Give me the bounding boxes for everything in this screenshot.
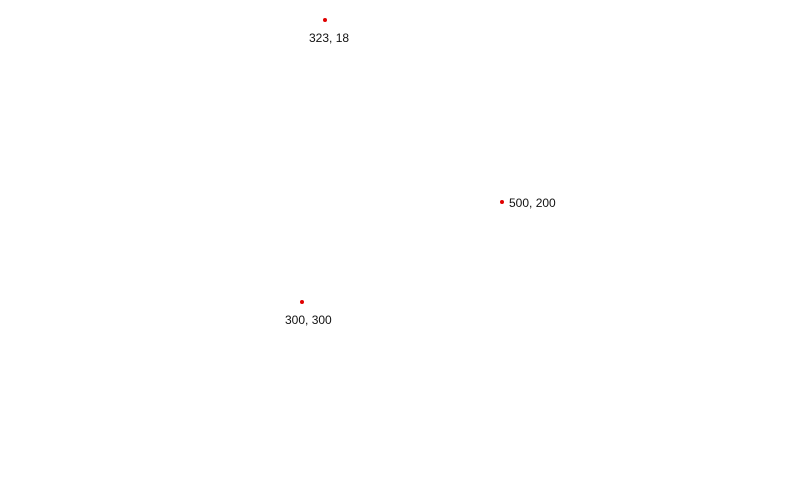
marker-dot (323, 18, 327, 22)
marker-label: 323, 18 (309, 31, 350, 45)
marker-label: 300, 300 (285, 313, 332, 327)
marker-dot (300, 300, 304, 304)
marker-label: 500, 200 (509, 196, 556, 210)
marker-dot (500, 200, 504, 204)
